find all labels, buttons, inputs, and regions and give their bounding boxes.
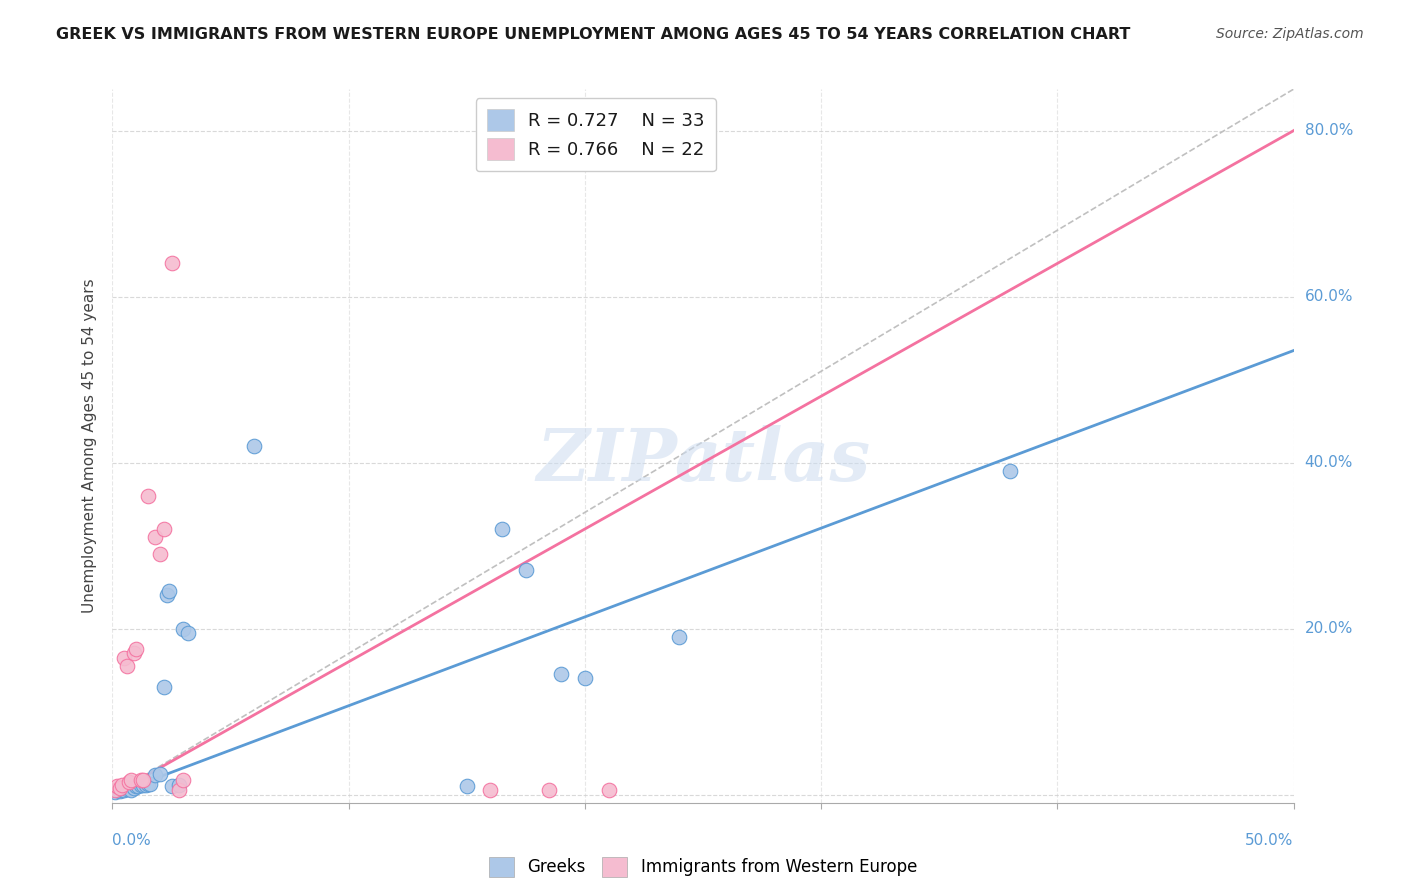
Point <box>120 772 142 787</box>
Legend: Greeks, Immigrants from Western Europe: Greeks, Immigrants from Western Europe <box>482 850 924 884</box>
Point <box>115 781 138 796</box>
Point <box>172 622 194 636</box>
Point <box>118 775 141 789</box>
Point <box>998 464 1021 478</box>
Point <box>112 783 135 797</box>
Point <box>160 779 183 793</box>
Point <box>143 530 166 544</box>
Text: 20.0%: 20.0% <box>1305 621 1353 636</box>
Point <box>122 780 145 795</box>
Point <box>157 584 180 599</box>
Point <box>111 778 134 792</box>
Point <box>112 650 135 665</box>
Point <box>167 778 190 792</box>
Point <box>125 779 148 793</box>
Point <box>120 782 142 797</box>
Point <box>104 785 127 799</box>
Point <box>122 647 145 661</box>
Point <box>143 767 166 781</box>
Point <box>172 772 194 787</box>
Text: 50.0%: 50.0% <box>1246 833 1294 848</box>
Point <box>156 588 179 602</box>
Point <box>153 680 176 694</box>
Point <box>132 772 155 787</box>
Point <box>153 522 176 536</box>
Point <box>177 625 200 640</box>
Point <box>129 778 152 792</box>
Point <box>118 780 141 795</box>
Point <box>105 779 128 793</box>
Point <box>243 439 266 453</box>
Point <box>668 630 690 644</box>
Point <box>108 780 131 795</box>
Text: 80.0%: 80.0% <box>1305 123 1353 138</box>
Point <box>491 522 513 536</box>
Point <box>104 783 127 797</box>
Text: 60.0%: 60.0% <box>1305 289 1353 304</box>
Point <box>136 777 159 791</box>
Text: ZIPatlas: ZIPatlas <box>536 425 870 496</box>
Legend: R = 0.727    N = 33, R = 0.766    N = 22: R = 0.727 N = 33, R = 0.766 N = 22 <box>475 98 716 171</box>
Point <box>135 778 157 792</box>
Point <box>111 782 134 797</box>
Point <box>125 642 148 657</box>
Point <box>127 779 149 793</box>
Point <box>149 547 172 561</box>
Point <box>105 783 128 797</box>
Point <box>108 784 131 798</box>
Point <box>515 564 537 578</box>
Point <box>538 783 561 797</box>
Point <box>160 256 183 270</box>
Text: Source: ZipAtlas.com: Source: ZipAtlas.com <box>1216 27 1364 41</box>
Point <box>132 778 155 792</box>
Text: GREEK VS IMMIGRANTS FROM WESTERN EUROPE UNEMPLOYMENT AMONG AGES 45 TO 54 YEARS C: GREEK VS IMMIGRANTS FROM WESTERN EUROPE … <box>56 27 1130 42</box>
Y-axis label: Unemployment Among Ages 45 to 54 years: Unemployment Among Ages 45 to 54 years <box>82 278 97 614</box>
Point <box>479 783 502 797</box>
Point <box>149 766 172 780</box>
Point <box>456 779 478 793</box>
Point <box>136 489 159 503</box>
Point <box>115 659 138 673</box>
Point <box>574 671 596 685</box>
Text: 0.0%: 0.0% <box>112 833 152 848</box>
Point <box>139 777 162 791</box>
Point <box>129 772 152 787</box>
Text: 40.0%: 40.0% <box>1305 455 1353 470</box>
Point <box>598 783 620 797</box>
Point <box>550 667 572 681</box>
Point <box>167 783 190 797</box>
